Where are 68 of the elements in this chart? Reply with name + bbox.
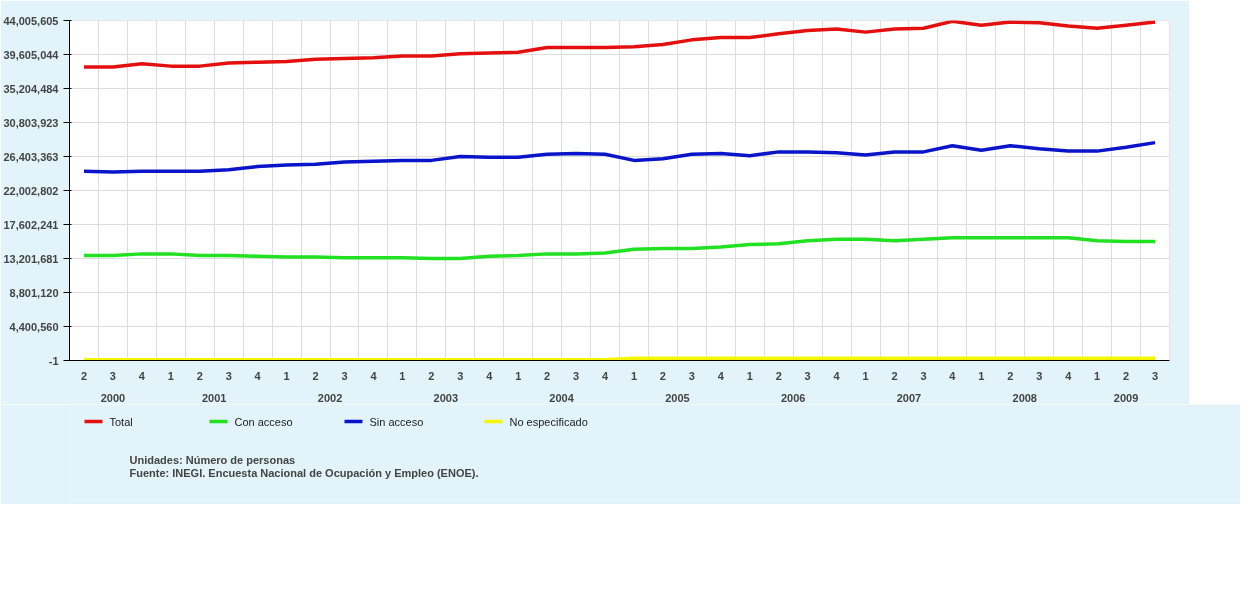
legend-label: Total [109,415,133,428]
y-tick-label: 17,602,241 [3,218,59,231]
y-tick-label: 4,400,560 [9,320,59,333]
x-tick-label: 3 [804,369,811,382]
legend-label: Sin acceso [369,415,424,428]
x-tick-label: 1 [862,369,869,382]
y-tick-label: 35,204,484 [3,82,60,95]
x-tick-label: 3 [1036,369,1043,382]
x-tick-label: 1 [746,369,753,382]
x-tick-label: 2 [312,369,319,382]
x-tick-label: 4 [949,369,957,382]
y-tick-label: 44,005,605 [3,14,59,27]
source-note: Fuente: INEGI. Encuesta Nacional de Ocupación y Empleo (ENOE). [129,466,479,479]
y-tick-label: 8,801,120 [9,286,59,299]
x-tick-label: 4 [138,369,146,382]
x-tick-label: 3 [225,369,232,382]
text: 2004 [549,391,575,404]
x-tick-label: 1 [399,369,406,382]
y-tick-label: 22,002,802 [3,184,59,197]
text: 2000 [100,391,126,404]
x-tick-label: 2 [659,369,666,382]
x-tick-label: 4 [601,369,609,382]
x-tick-label: 4 [254,369,262,382]
x-tick-label: 1 [167,369,174,382]
line-series [82,235,1157,261]
x-tick-label: 2 [775,369,782,382]
x-tick-label: 2 [428,369,435,382]
x-tick-label: 4 [1065,369,1073,382]
x-tick-label: 4 [370,369,378,382]
x-tick-label: 3 [109,369,116,382]
x-tick-label: 2 [544,369,551,382]
text: 2002 [317,391,343,404]
x-tick-label: 4 [717,369,725,382]
x-tick-label: 2 [196,369,203,382]
text: Unidades: Número de personas [129,453,296,466]
legend-label: Con acceso [234,415,293,428]
x-tick-label: 1 [978,369,985,382]
x-tick-label: 4 [486,369,494,382]
x-tick-label: 2 [80,369,88,382]
x-tick-label: 1 [630,369,638,382]
x-tick-label: 3 [573,369,580,382]
y-tick-label: 26,403,363 [3,150,59,163]
x-tick-label: 2 [1123,369,1130,382]
y-tick-label: 13,201,681 [3,252,59,265]
x-tick-label: 1 [1094,369,1101,382]
text: 2003 [433,391,459,404]
x-tick-label: 3 [920,369,927,382]
x-tick-label: 3 [341,369,348,382]
x-tick-label: 2 [1007,369,1014,382]
x-tick-label: 1 [515,369,522,382]
text: 2007 [896,391,922,404]
y-tick-label: -1 [48,354,59,367]
text: 2006 [780,391,806,404]
text: 2001 [202,391,227,404]
line-series [82,20,1157,69]
line-series [82,140,1157,174]
y-tick-label: 30,803,923 [3,116,59,129]
x-tick-label: 1 [283,369,290,382]
y-tick-label: 39,605,044 [3,48,60,61]
text: 2009 [1113,391,1139,404]
x-tick-label: 3 [1151,369,1159,382]
legend-label: No especificado [509,415,588,428]
x-tick-label: 3 [457,369,464,382]
text: 2005 [665,391,690,404]
x-tick-label: 4 [833,369,841,382]
text: 2008 [1012,391,1038,404]
x-tick-label: 3 [688,369,695,382]
x-tick-label: 2 [891,369,898,382]
